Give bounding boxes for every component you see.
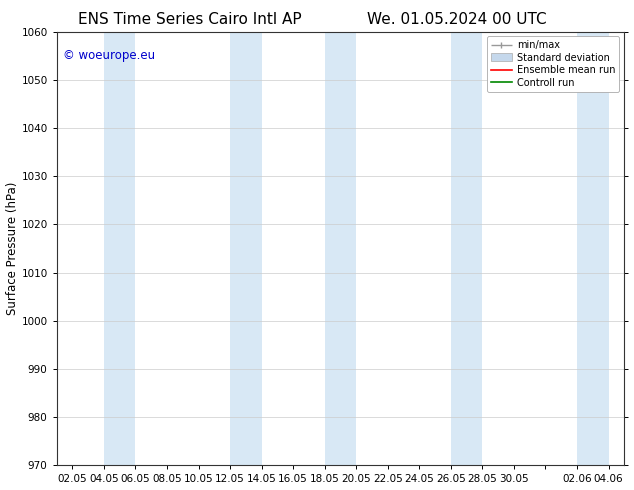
Bar <box>325 32 356 466</box>
Y-axis label: Surface Pressure (hPa): Surface Pressure (hPa) <box>6 182 18 315</box>
Text: © woeurope.eu: © woeurope.eu <box>63 49 155 62</box>
Bar <box>577 32 609 466</box>
Bar <box>451 32 482 466</box>
Text: We. 01.05.2024 00 UTC: We. 01.05.2024 00 UTC <box>366 12 547 27</box>
Legend: min/max, Standard deviation, Ensemble mean run, Controll run: min/max, Standard deviation, Ensemble me… <box>487 36 619 92</box>
Bar <box>230 32 262 466</box>
Text: ENS Time Series Cairo Intl AP: ENS Time Series Cairo Intl AP <box>79 12 302 27</box>
Bar <box>104 32 136 466</box>
